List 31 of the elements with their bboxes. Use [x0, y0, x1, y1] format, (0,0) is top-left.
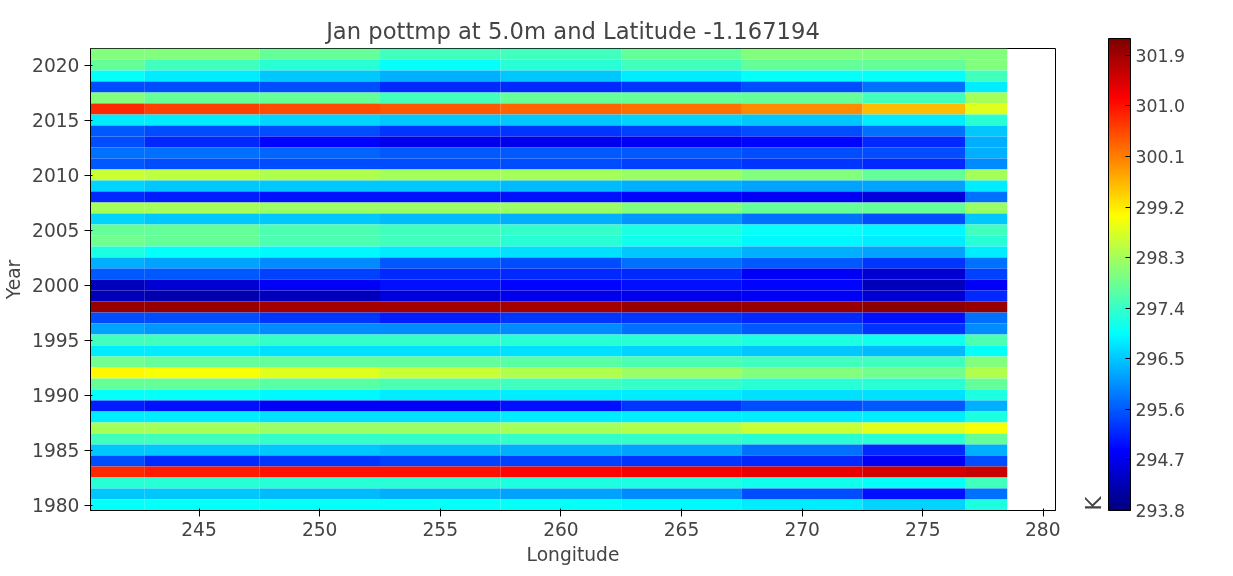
x-axis-title: Longitude — [526, 543, 620, 565]
x-tick-label: 260 — [543, 518, 579, 540]
y-axis-title: Year — [3, 259, 25, 301]
color-bar-label: 293.8 — [1135, 501, 1186, 521]
color-bar-label: 294.7 — [1135, 450, 1186, 471]
y-tick-label: 2000 — [32, 275, 80, 296]
y-tick-label: 2005 — [32, 220, 80, 241]
chart-title: Jan pottmp at 5.0m and Latitude -1.167194 — [324, 17, 820, 44]
color-bar-label: 298.3 — [1135, 248, 1186, 269]
color-bar-label: 301.0 — [1135, 96, 1186, 117]
color-bar-label: 300.1 — [1135, 147, 1186, 167]
color-bar-label: 297.4 — [1135, 298, 1186, 319]
x-tick-label: 265 — [663, 518, 700, 540]
x-tick-label: 255 — [422, 518, 459, 540]
y-tick-label: 1990 — [32, 385, 80, 406]
y-tick-label: 1995 — [32, 330, 80, 351]
y-tick-label: 1980 — [32, 495, 80, 516]
x-tick-label: 270 — [784, 518, 820, 540]
color-bar-label: 301.9 — [1135, 45, 1186, 66]
y-tick-label: 2010 — [32, 165, 80, 186]
color-bar-title: K — [1080, 495, 1106, 511]
y-tick-label: 2015 — [32, 110, 80, 131]
color-bar-label: 296.5 — [1135, 349, 1186, 370]
x-tick-label: 250 — [301, 518, 338, 540]
x-tick-label: 280 — [1024, 518, 1061, 540]
x-tick-label: 245 — [181, 518, 217, 540]
color-bar-label: 299.2 — [1135, 197, 1186, 218]
color-bar-label: 295.6 — [1135, 399, 1186, 420]
y-tick-label: 2020 — [32, 55, 80, 76]
x-tick-label: 275 — [905, 518, 941, 540]
y-tick-label: 1985 — [32, 440, 80, 461]
